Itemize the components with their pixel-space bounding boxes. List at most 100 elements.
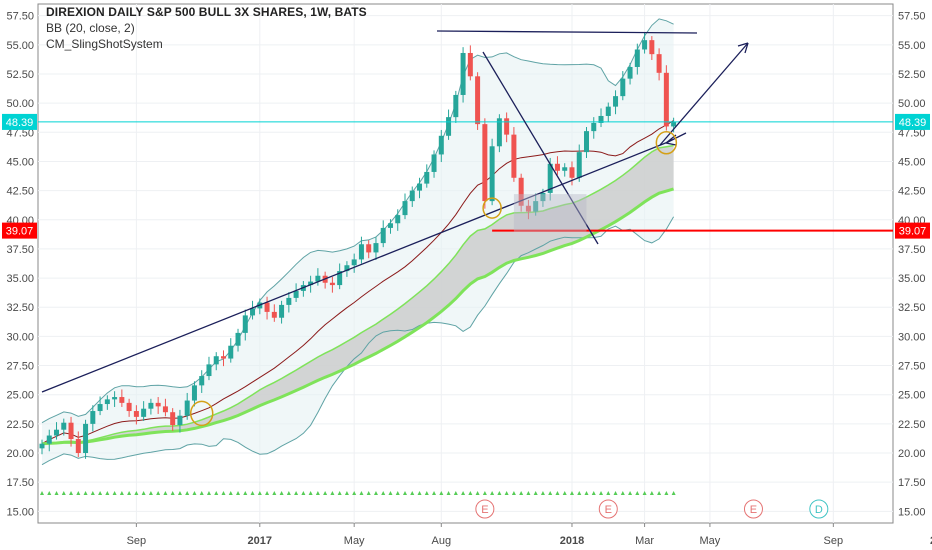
slingshot-marker (148, 491, 153, 495)
candle (562, 163, 568, 177)
y-tick-label-right: 30.00 (898, 331, 926, 343)
y-tick-label-left: 15.00 (6, 506, 34, 518)
candle (504, 112, 510, 143)
candle-body (162, 406, 168, 413)
slingshot-marker (606, 491, 611, 495)
candle (366, 240, 372, 259)
candle (387, 219, 393, 234)
candle (482, 118, 488, 209)
slingshot-marker (40, 491, 44, 495)
candle (133, 405, 139, 425)
slingshot-marker (562, 491, 567, 495)
candle-body (170, 412, 176, 426)
candle (242, 309, 248, 341)
candle (148, 398, 154, 415)
candle-body (279, 304, 285, 318)
slingshot-marker (417, 491, 422, 495)
candle-body (489, 146, 495, 202)
candle (315, 268, 321, 286)
candle-body (83, 423, 89, 454)
candle (126, 398, 132, 417)
candle (460, 47, 466, 103)
candle-body (264, 302, 270, 312)
candle (627, 62, 633, 85)
candle (97, 396, 103, 416)
candle (431, 150, 437, 178)
candle-body (184, 400, 190, 416)
slingshot-marker (540, 491, 545, 495)
slingshot-marker (403, 491, 407, 495)
candle-body (104, 399, 110, 405)
slingshot-marker (482, 491, 487, 495)
candle-body (562, 167, 568, 171)
y-tick-label-left: 45.00 (6, 156, 34, 168)
candle-body (620, 78, 626, 97)
candle (605, 102, 611, 122)
slingshot-marker (533, 491, 538, 495)
candle-body (191, 385, 197, 401)
x-tick-label: Sep (127, 535, 147, 547)
candle (395, 209, 401, 231)
candle (584, 127, 589, 158)
slingshot-marker (671, 491, 676, 495)
candle (656, 48, 662, 81)
slingshot-marker (294, 491, 299, 495)
candle-body (315, 275, 321, 282)
projection-arrowhead (737, 42, 749, 54)
candle-body (329, 282, 335, 286)
slingshot-marker (177, 491, 182, 495)
candle (620, 71, 626, 101)
candle-body (446, 117, 452, 136)
slingshot-marker (657, 491, 662, 495)
support-price-badge-right-bg (895, 222, 930, 239)
candle (112, 391, 118, 407)
candle-body (475, 76, 481, 125)
candle (358, 236, 364, 264)
slingshot-marker (526, 491, 531, 495)
slingshot-marker (628, 491, 633, 495)
candle-body (431, 154, 437, 172)
chart-legend: DIREXION DAILY S&P 500 BULL 3X SHARES, 1… (46, 4, 367, 52)
x-tick-label: 2017 (248, 535, 272, 547)
candle-body (351, 259, 357, 266)
slingshot-marker (228, 491, 233, 495)
ema-ribbon (42, 145, 674, 444)
candle-body (380, 227, 386, 244)
candle-body (424, 171, 430, 184)
y-tick-label-right: 37.50 (898, 244, 926, 256)
y-tick-label-left: 57.50 (6, 11, 34, 23)
y-tick-label-right: 52.50 (898, 69, 926, 81)
candle-body (540, 192, 546, 202)
candle (446, 109, 452, 140)
projection-arrow (659, 42, 749, 146)
candle (213, 352, 219, 371)
candle (642, 32, 648, 54)
y-tick-label-right: 27.50 (898, 361, 926, 373)
slingshot-marker (301, 491, 306, 495)
slingshot-marker (446, 491, 451, 495)
y-tick-label-left: 42.50 (6, 186, 34, 198)
y-tick-label-left: 32.50 (6, 302, 34, 314)
y-axis-left: 15.00 17.50 20.00 22.50 25.00 27.50 30.00 32.50… (6, 11, 34, 519)
candle-body (68, 422, 74, 440)
y-tick-label-left: 47.50 (6, 127, 34, 139)
slingshot-marker (214, 491, 219, 495)
slingshot-marker (497, 491, 502, 495)
candle-body (395, 215, 401, 224)
slingshot-marker (83, 491, 88, 495)
candle-body (576, 152, 582, 178)
slingshot-marker (279, 491, 284, 495)
support-price-badge-right-label: 39.07 (899, 226, 927, 238)
y-axis-right: 15.00 17.50 20.00 22.50 25.00 27.50 30.00 32.50… (898, 11, 926, 519)
candle (576, 144, 582, 182)
slingshot-marker (272, 491, 277, 495)
x-tick-label: 2018 (560, 535, 584, 547)
slingshot-marker (649, 491, 654, 495)
slingshot-marker (257, 491, 262, 495)
event-marker-label: E (750, 504, 757, 516)
slingshot-marker (344, 491, 349, 495)
earnings-marker (743, 499, 763, 519)
y-tick-label-left: 37.50 (6, 244, 34, 256)
y-tick-label-right: 22.50 (898, 419, 926, 431)
